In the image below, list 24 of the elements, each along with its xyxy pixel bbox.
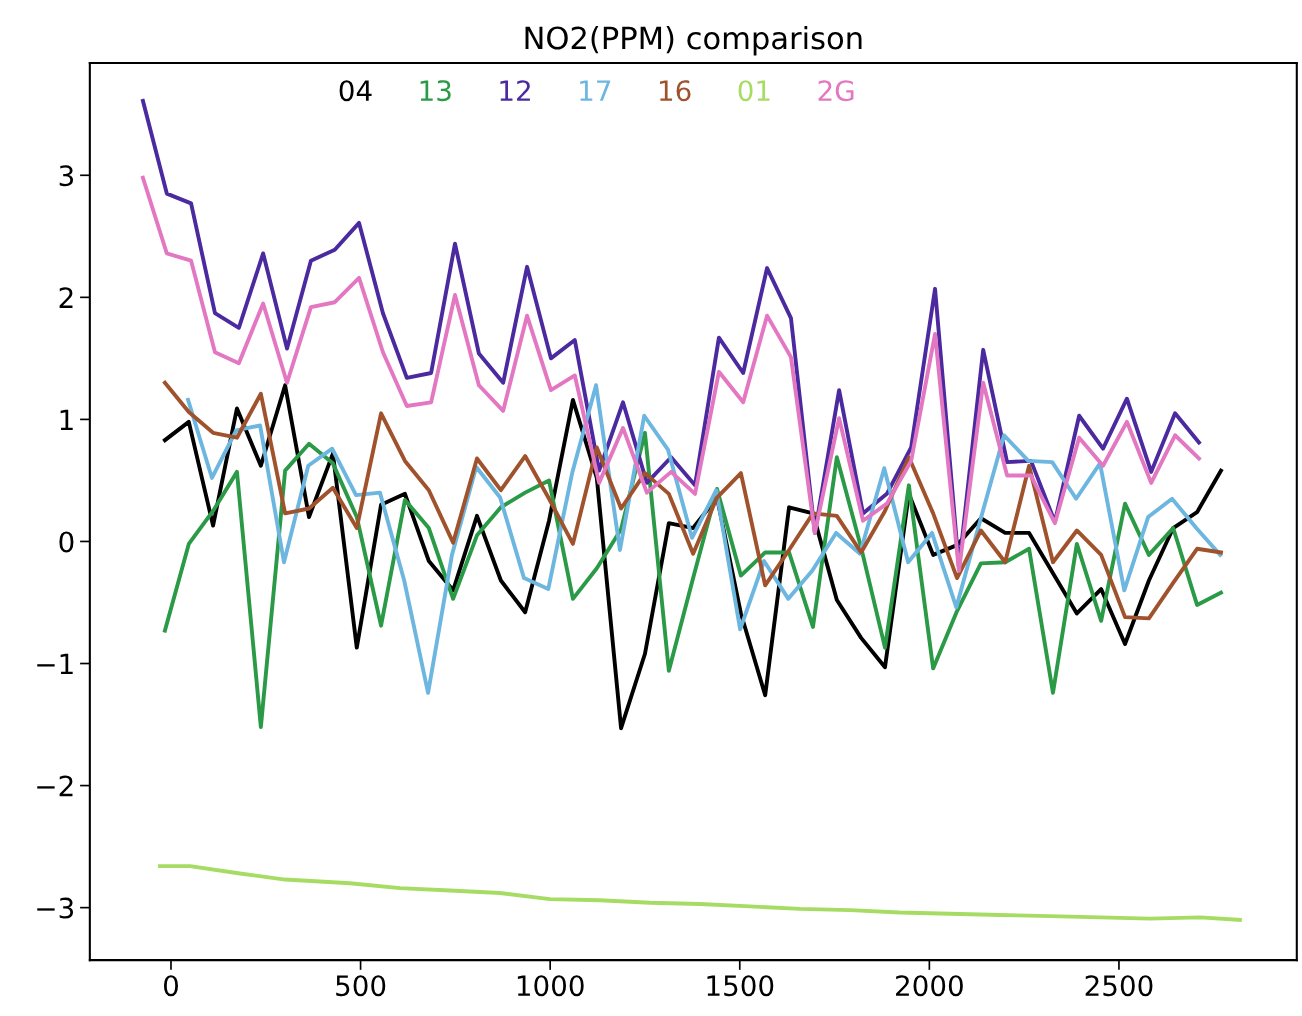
x-tick-label: 2500 (1085, 975, 1153, 997)
text: 01 (738, 80, 770, 102)
y-tick-label: −2 (37, 775, 73, 797)
y-tick-label: −3 (37, 897, 74, 919)
x-tick-label: 1500 (707, 975, 774, 997)
x-tick-label: 1000 (517, 975, 584, 997)
text: 13 (420, 80, 451, 102)
line-series (162, 380, 1223, 621)
y-tick-label: 2 (59, 287, 73, 308)
text: 2G (818, 80, 854, 102)
x-tick-label: 2000 (896, 975, 963, 997)
x-tick-label: 500 (336, 975, 386, 997)
text: 16 (660, 80, 691, 102)
text: 17 (580, 80, 611, 101)
y-tick-label: −1 (37, 653, 73, 675)
line-series (158, 864, 1242, 922)
y-tick-label: 3 (59, 165, 74, 187)
line-series (140, 175, 1201, 573)
y-tick-label: 1 (60, 409, 73, 430)
chart-title: NO2(PPM) comparison (525, 25, 862, 56)
x-tick-label: 0 (163, 975, 178, 997)
y-tick-label: 0 (59, 531, 74, 553)
text: 04 (339, 80, 372, 102)
text: 12 (500, 80, 530, 101)
